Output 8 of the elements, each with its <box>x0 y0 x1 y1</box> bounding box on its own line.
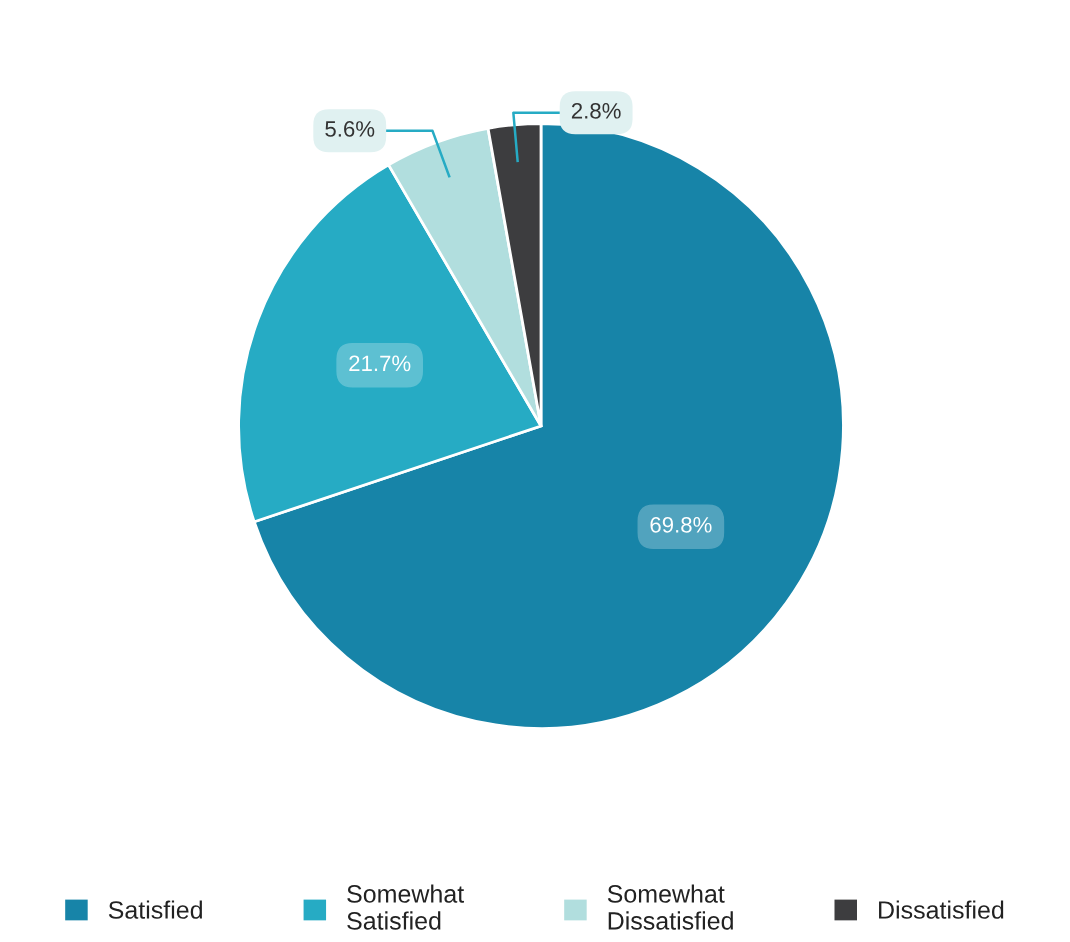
legend-label: Somewhat Dissatisfied <box>607 884 733 930</box>
data-label: 2.8% <box>571 102 621 119</box>
legend-label: Somewhat Satisfied <box>347 884 464 930</box>
data-label: 69.8% <box>650 516 712 533</box>
legend-label: Dissatisfied <box>879 900 1004 919</box>
legend-label: Satisfied <box>108 900 202 919</box>
data-label: 21.7% <box>349 355 411 372</box>
data-label: 5.6% <box>325 121 375 137</box>
